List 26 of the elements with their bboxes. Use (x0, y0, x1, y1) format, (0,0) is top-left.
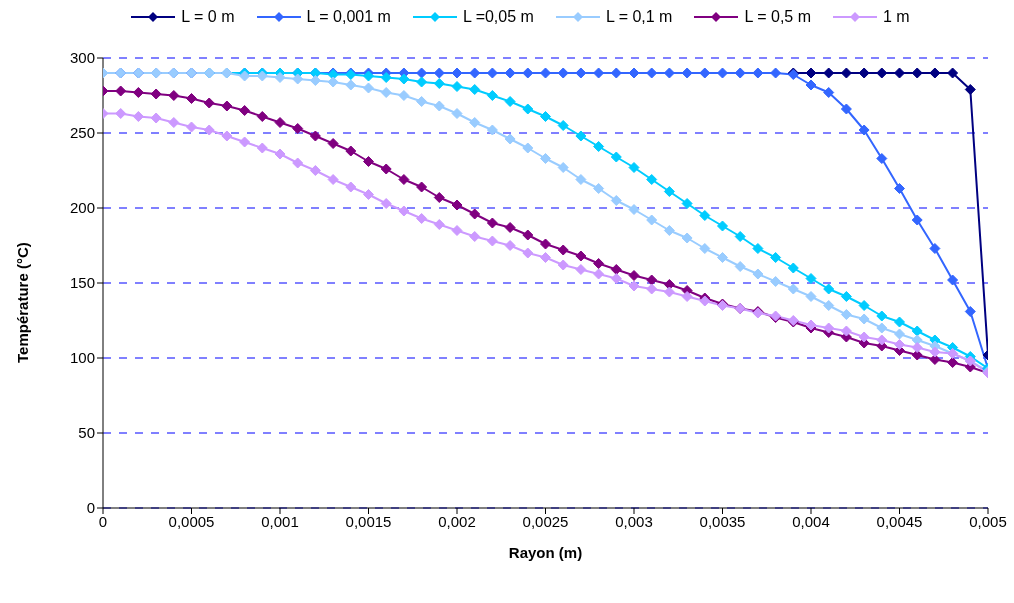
legend-label: L = 0,5 m (744, 8, 812, 26)
y-tick-label: 150 (69, 274, 95, 292)
y-tick-label: 250 (69, 124, 95, 142)
legend-label: 1 m (883, 8, 910, 26)
y-tick-label: 50 (78, 424, 95, 442)
x-tick-label: 0,0025 (522, 512, 569, 530)
x-tick-label: 0,0045 (876, 512, 923, 530)
x-tick-label: 0,005 (969, 512, 1007, 530)
x-tick-label: 0,001 (261, 512, 299, 530)
y-tick-label: 0 (86, 499, 95, 517)
legend-label: L =0,05 m (462, 8, 534, 26)
x-tick-label: 0,002 (438, 512, 476, 530)
legend-label: L = 0,001 m (306, 8, 391, 26)
y-tick-label: 300 (69, 49, 95, 67)
x-tick-label: 0 (98, 512, 108, 530)
x-tick-label: 0,003 (615, 512, 653, 530)
x-tick-label: 0,004 (792, 512, 830, 530)
legend-label: L = 0 m (181, 8, 235, 26)
x-tick-label: 0,0035 (699, 512, 746, 530)
x-axis-title: Rayon (m) (508, 544, 583, 561)
y-tick-label: 100 (69, 349, 95, 367)
x-tick-label: 0,0015 (345, 512, 392, 530)
y-tick-label: 200 (69, 199, 95, 217)
y-axis-title: Température (°C) (14, 242, 32, 363)
legend-label: L = 0,1 m (605, 8, 673, 26)
x-tick-label: 0,0005 (168, 512, 215, 530)
